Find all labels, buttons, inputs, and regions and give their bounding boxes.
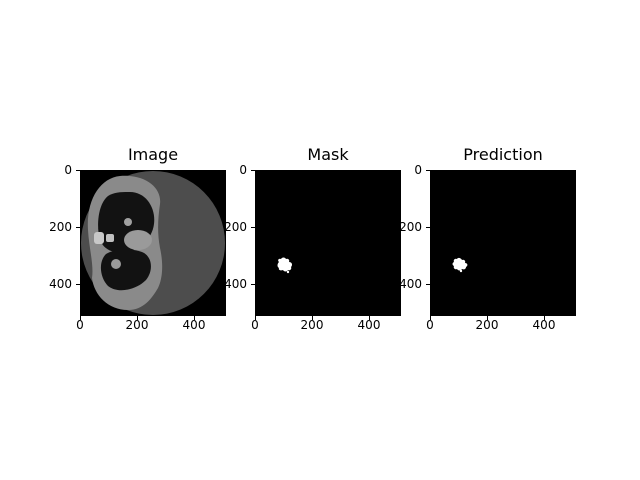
- x-tick: [255, 316, 256, 320]
- x-tick-label: 400: [357, 318, 381, 332]
- x-tick: [194, 316, 195, 320]
- prediction-image: [430, 170, 576, 316]
- x-tick: [369, 316, 370, 320]
- x-tick-label: 400: [532, 318, 556, 332]
- x-tick: [430, 316, 431, 320]
- x-tick: [544, 316, 545, 320]
- y-tick: [251, 170, 255, 171]
- prediction-axes-frame: [430, 170, 576, 316]
- y-tick-label: 200: [399, 220, 422, 234]
- y-tick-label: 0: [414, 163, 422, 177]
- x-tick-label: 0: [426, 318, 434, 332]
- mask-panel-title: Mask: [307, 145, 349, 164]
- ct-scan-image: [80, 170, 226, 316]
- x-tick-label: 200: [475, 318, 499, 332]
- y-tick-label: 400: [399, 277, 422, 291]
- y-tick: [426, 170, 430, 171]
- x-tick: [487, 316, 488, 320]
- y-tick: [76, 227, 80, 228]
- x-tick-label: 0: [76, 318, 84, 332]
- prediction-panel-title: Prediction: [463, 145, 543, 164]
- mask-image: [255, 170, 401, 316]
- y-tick-label: 200: [49, 220, 72, 234]
- x-tick: [137, 316, 138, 320]
- y-tick-label: 200: [224, 220, 247, 234]
- y-tick: [426, 284, 430, 285]
- mask-axes-frame: [255, 170, 401, 316]
- image-axes-frame: [80, 170, 226, 316]
- x-tick: [312, 316, 313, 320]
- y-tick: [426, 227, 430, 228]
- y-tick-label: 0: [239, 163, 247, 177]
- y-tick-label: 0: [64, 163, 72, 177]
- x-tick: [80, 316, 81, 320]
- x-tick-label: 0: [251, 318, 259, 332]
- y-tick: [76, 284, 80, 285]
- y-tick: [251, 284, 255, 285]
- x-tick-label: 400: [182, 318, 206, 332]
- x-tick-label: 200: [300, 318, 324, 332]
- image-panel-title: Image: [127, 145, 179, 164]
- y-tick: [76, 170, 80, 171]
- x-tick-label: 200: [125, 318, 149, 332]
- y-tick-label: 400: [49, 277, 72, 291]
- y-tick-label: 400: [224, 277, 247, 291]
- y-tick: [251, 227, 255, 228]
